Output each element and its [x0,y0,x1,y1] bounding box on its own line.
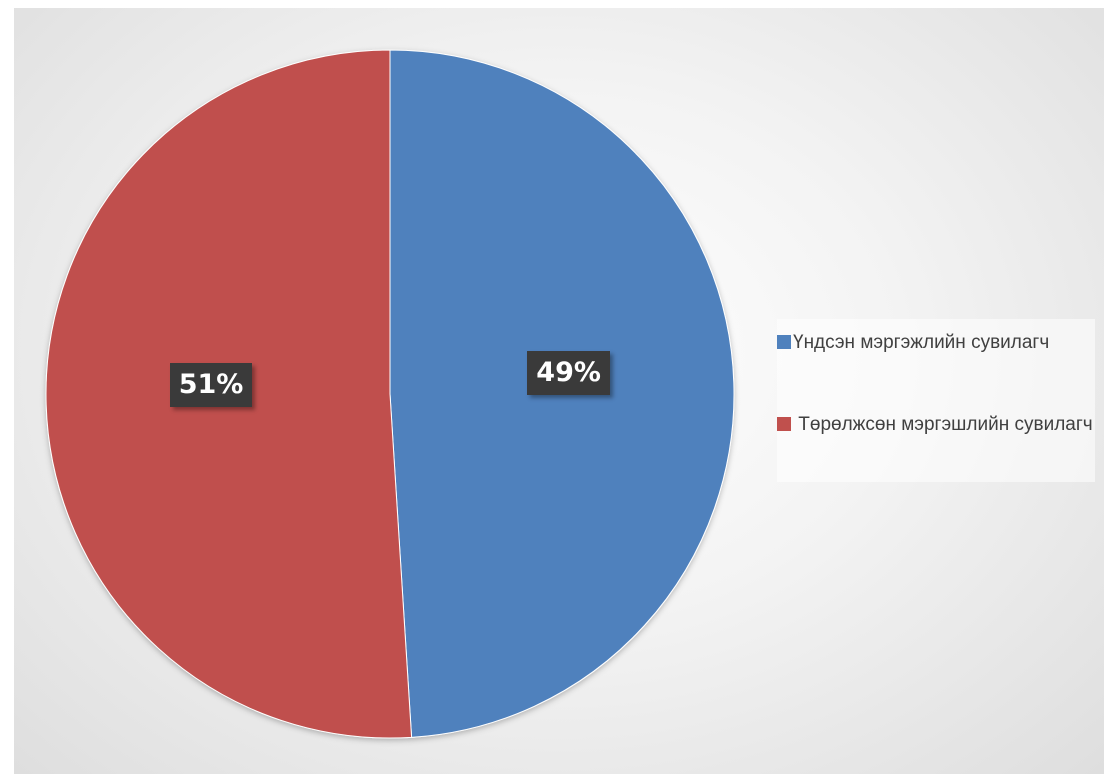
legend-entry-0: Үндсэн мэргэжлийн сувилагч [777,327,1095,358]
chart-area: 49% 51% Үндсэн мэргэжлийн сувилагч Төрөл… [14,8,1104,774]
legend-label-1: Төрөлжсөн мэргэшлийн сувилагч [793,414,1093,435]
data-label-1: 51% [169,362,253,407]
legend-label-0: Үндсэн мэргэжлийн сувилагч [793,332,1050,353]
legend: Үндсэн мэргэжлийн сувилагч Төрөлжсөн мэр… [777,319,1095,482]
legend-swatch-0 [777,335,791,349]
data-label-0: 49% [527,351,610,396]
legend-entry-1: Төрөлжсөн мэргэшлийн сувилагч [777,409,1095,440]
legend-swatch-1 [777,417,791,431]
